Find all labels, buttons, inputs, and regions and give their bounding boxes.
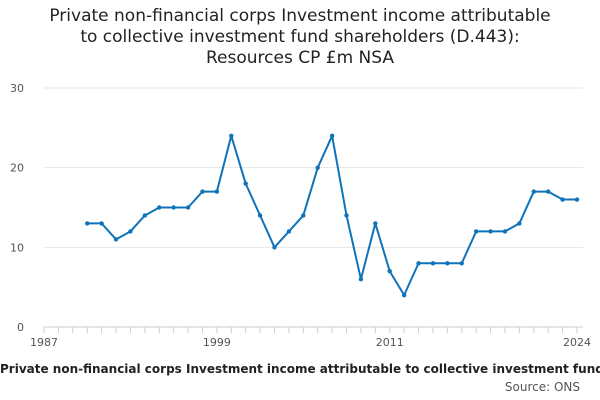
data-point[interactable] bbox=[373, 221, 378, 226]
y-tick-label: 20 bbox=[10, 162, 24, 175]
data-point[interactable] bbox=[430, 261, 436, 266]
data-point[interactable] bbox=[416, 261, 421, 266]
data-point[interactable] bbox=[257, 213, 263, 218]
data-point[interactable] bbox=[185, 205, 191, 210]
data-point[interactable] bbox=[488, 229, 493, 234]
data-point[interactable] bbox=[545, 189, 551, 194]
data-point[interactable] bbox=[128, 229, 133, 234]
chart-title-line: Resources CP £m NSA bbox=[206, 48, 394, 68]
data-point[interactable] bbox=[473, 229, 479, 234]
y-tick-label: 0 bbox=[17, 321, 24, 334]
y-axis-tick-labels: 0 10 20 30 bbox=[10, 82, 24, 334]
data-point[interactable] bbox=[315, 165, 320, 170]
data-point[interactable] bbox=[445, 261, 450, 266]
footer-source: Source: ONS bbox=[504, 380, 580, 394]
data-point[interactable] bbox=[113, 237, 119, 242]
data-series bbox=[85, 133, 580, 298]
y-tick-label: 30 bbox=[10, 82, 24, 95]
data-point[interactable] bbox=[200, 189, 205, 194]
x-tick-label: 1999 bbox=[203, 336, 231, 349]
x-tick-label: 2024 bbox=[563, 336, 591, 349]
data-point[interactable] bbox=[214, 189, 220, 194]
data-point[interactable] bbox=[286, 229, 292, 234]
chart-title-line: to collective investment fund shareholde… bbox=[80, 27, 520, 47]
data-point[interactable] bbox=[387, 269, 392, 274]
data-point[interactable] bbox=[502, 229, 508, 234]
data-point[interactable] bbox=[301, 213, 306, 218]
data-point[interactable] bbox=[329, 133, 335, 138]
data-point[interactable] bbox=[574, 197, 580, 202]
data-point[interactable] bbox=[99, 221, 104, 226]
data-point[interactable] bbox=[459, 261, 464, 266]
data-point[interactable] bbox=[272, 245, 277, 250]
x-axis bbox=[43, 326, 583, 333]
data-point[interactable] bbox=[142, 213, 148, 218]
chart-title: Private non-financial corps Investment i… bbox=[0, 6, 600, 69]
x-tick-label: 2011 bbox=[376, 336, 404, 349]
data-point[interactable] bbox=[157, 205, 162, 210]
x-tick-label: 1987 bbox=[30, 336, 58, 349]
series-line bbox=[87, 134, 577, 297]
data-point[interactable] bbox=[243, 181, 248, 186]
y-tick-label: 10 bbox=[10, 241, 24, 254]
data-point[interactable] bbox=[560, 197, 565, 202]
data-point[interactable] bbox=[344, 213, 349, 218]
data-point[interactable] bbox=[171, 205, 176, 210]
x-axis-tick-labels: 1987 1999 2011 2024 bbox=[30, 336, 591, 349]
data-point[interactable] bbox=[531, 189, 536, 194]
data-point[interactable] bbox=[229, 133, 234, 138]
footer-series-name: Private non-financial corps Investment i… bbox=[0, 362, 600, 380]
footer-series-text: Private non-financial corps Investment i… bbox=[0, 362, 600, 376]
data-point[interactable] bbox=[85, 221, 90, 226]
data-point[interactable] bbox=[517, 221, 522, 226]
data-point[interactable] bbox=[401, 292, 407, 298]
grid-lines bbox=[44, 87, 583, 248]
chart-title-line: Private non-financial corps Investment i… bbox=[49, 6, 551, 26]
data-point[interactable] bbox=[358, 277, 364, 282]
